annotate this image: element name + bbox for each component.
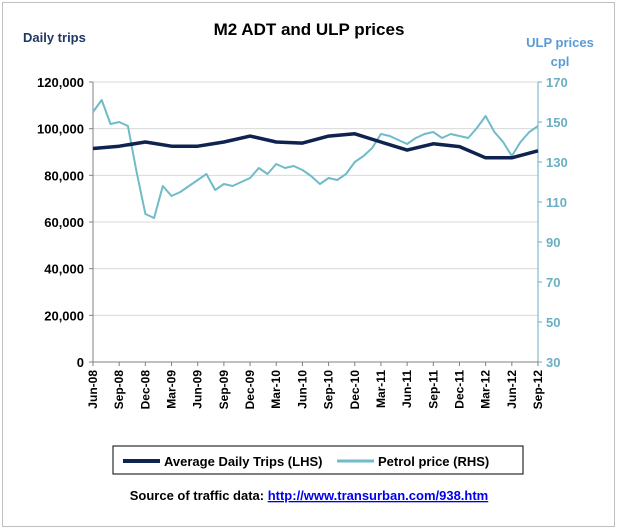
right-tick-label: 170 [546, 75, 568, 90]
x-tick-label: Dec-10 [348, 370, 362, 410]
right-tick-label: 30 [546, 355, 560, 370]
source-line: Source of traffic data: http://www.trans… [130, 488, 489, 503]
right-tick-label: 130 [546, 155, 568, 170]
right-tick-label: 90 [546, 235, 560, 250]
x-tick-label: Jun-11 [400, 370, 414, 408]
series-lines [92, 99, 539, 219]
right-axis-label-line2: cpl [551, 54, 570, 69]
series-line-daily-trips [92, 132, 539, 160]
x-tick-label: Mar-10 [269, 370, 283, 409]
x-tick-label: Mar-12 [479, 370, 493, 409]
x-tick-label: Sep-09 [217, 370, 231, 410]
x-tick-label: Mar-11 [374, 370, 388, 408]
left-tick-label: 40,000 [44, 262, 84, 277]
left-tick-label: 120,000 [37, 75, 84, 90]
right-tick-label: 50 [546, 315, 560, 330]
legend-box [112, 445, 524, 475]
right-tick-label: 110 [546, 195, 567, 210]
x-tick-label: Mar-09 [165, 370, 179, 409]
chart-title: M2 ADT and ULP prices [214, 20, 405, 39]
left-axis-ticks: 0 20,000 40,000 60,000 80,000 100,000 120,000 [37, 75, 93, 370]
x-tick-label: Sep-12 [531, 370, 545, 410]
left-tick-label: 20,000 [44, 308, 84, 323]
left-tick-label: 60,000 [44, 215, 84, 230]
source-label: Source of traffic data: [130, 488, 268, 503]
left-tick-label: 80,000 [44, 168, 84, 183]
x-tick-label: Jun-09 [191, 370, 205, 409]
right-axis-label-line1: ULP prices [526, 35, 594, 50]
x-tick-label: Jun-12 [505, 370, 519, 409]
x-tick-label: Sep-08 [112, 370, 126, 410]
x-tick-label: Jun-10 [295, 370, 309, 409]
x-tick-label: Dec-09 [243, 370, 257, 410]
x-tick-label: Sep-10 [322, 370, 336, 410]
chart-frame [2, 2, 615, 527]
left-tick-label: 0 [77, 355, 84, 370]
legend-label-petrol: Petrol price (RHS) [378, 454, 489, 469]
legend: Average Daily Trips (LHS) Petrol price (… [112, 445, 524, 475]
source-link[interactable]: http://www.transurban.com/938.htm [268, 488, 489, 503]
right-axis-ticks: 30 50 70 90 110 130 150 170 [538, 75, 568, 370]
x-tick-label: Dec-11 [452, 370, 466, 409]
x-tick-label: Sep-11 [426, 370, 440, 409]
gridlines [93, 81, 538, 316]
legend-label-trips: Average Daily Trips (LHS) [164, 454, 322, 469]
series-line-petrol-price [92, 99, 539, 219]
x-axis-ticks: Jun-08 Sep-08 Dec-08 Mar-09 Jun-09 Sep-09 Dec-… [86, 362, 545, 409]
left-axis-label: Daily trips [23, 30, 86, 45]
left-tick-label: 100,000 [37, 122, 84, 137]
x-tick-label: Dec-08 [138, 370, 152, 410]
right-tick-label: 70 [546, 275, 560, 290]
right-tick-label: 150 [546, 115, 568, 130]
x-tick-label: Jun-08 [86, 370, 100, 409]
